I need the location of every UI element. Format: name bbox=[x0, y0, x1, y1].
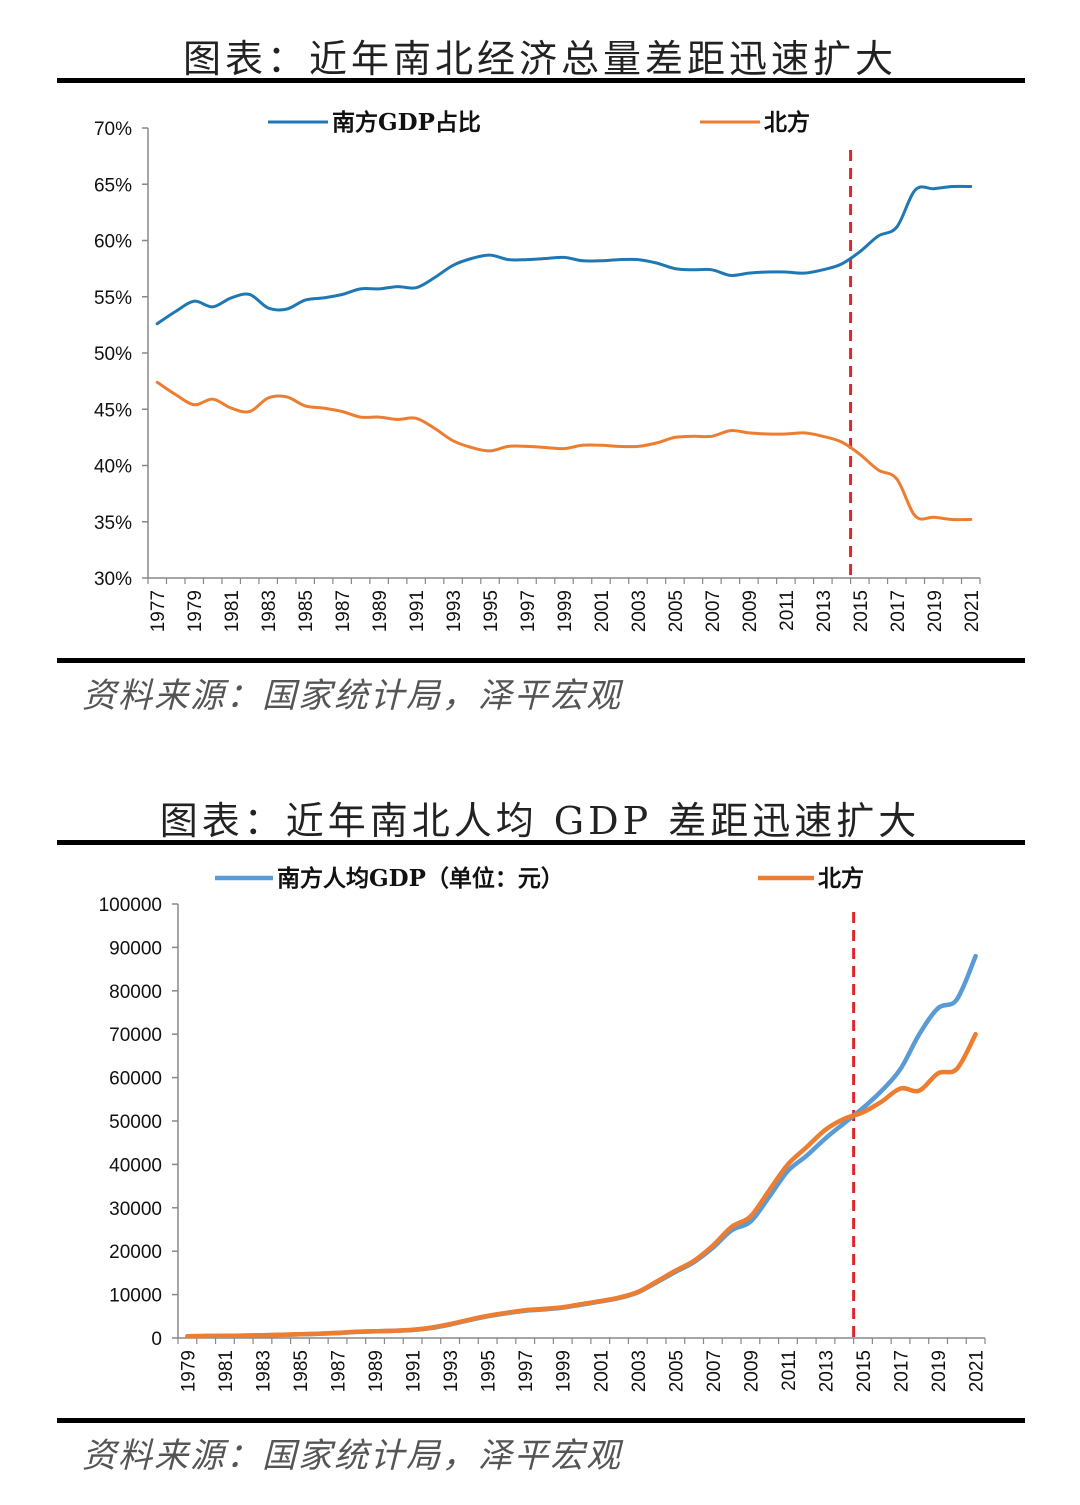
x-tick-label: 1981 bbox=[222, 590, 243, 632]
x-tick-label: 1991 bbox=[407, 590, 428, 632]
x-tick-label: 2003 bbox=[629, 590, 650, 632]
x-tick-label: 2011 bbox=[779, 1350, 800, 1391]
x-tick-label: 1987 bbox=[329, 1350, 350, 1392]
y-tick-label: 70% bbox=[94, 119, 132, 140]
y-tick-label: 40% bbox=[94, 457, 132, 478]
y-tick-label: 50% bbox=[94, 344, 132, 365]
x-tick-label: 1995 bbox=[479, 1350, 500, 1392]
y-tick-label: 70000 bbox=[109, 1025, 162, 1046]
x-tick-label: 2001 bbox=[592, 590, 613, 632]
y-tick-label: 60000 bbox=[109, 1069, 162, 1090]
chart1-title: 图表：近年南北经济总量差距迅速扩大 bbox=[182, 37, 897, 81]
y-tick-label: 100000 bbox=[99, 895, 162, 916]
legend-label-south: 南方GDP占比 bbox=[332, 109, 481, 136]
chart1-plot: 30% 35% 40% 45% 50% 55% 60% 65% 70% 1977 1979 1981 1… bbox=[94, 109, 983, 632]
x-tick-label: 2013 bbox=[814, 590, 835, 632]
y-tick-label: 35% bbox=[94, 513, 132, 534]
x-tick-label: 2019 bbox=[925, 590, 946, 632]
x-tick-label: 1995 bbox=[481, 590, 502, 632]
x-tick-label: 1997 bbox=[516, 1350, 537, 1392]
x-tick-label: 2001 bbox=[591, 1350, 612, 1392]
chart2-plot: 0 10000 20000 30000 40000 50000 60000 70000 8000… bbox=[99, 865, 988, 1392]
y-tick-label: 30000 bbox=[109, 1199, 162, 1220]
chart2-title: 图表：近年南北人均 GDP 差距迅速扩大 bbox=[159, 799, 921, 843]
x-tick-label: 1989 bbox=[370, 590, 391, 632]
x-tick-label: 1981 bbox=[216, 1350, 237, 1392]
chart1-source: 资料来源：国家统计局，泽平宏观 bbox=[82, 676, 622, 716]
x-tick-label: 1997 bbox=[518, 590, 539, 632]
y-tick-label: 0 bbox=[151, 1329, 162, 1350]
x-tick-label: 2009 bbox=[740, 590, 761, 632]
y-tick-label: 40000 bbox=[109, 1155, 162, 1176]
x-tick-label: 2007 bbox=[704, 1350, 725, 1392]
legend-label-north: 北方 bbox=[818, 865, 864, 892]
y-tick-label: 10000 bbox=[109, 1286, 162, 1307]
x-tick-label: 1977 bbox=[148, 590, 169, 632]
y-tick-label: 65% bbox=[94, 175, 132, 196]
x-tick-label: 1985 bbox=[296, 590, 317, 632]
x-tick-label: 2011 bbox=[777, 590, 798, 631]
x-tick-label: 2015 bbox=[854, 1350, 875, 1392]
chart2-source: 资料来源：国家统计局，泽平宏观 bbox=[82, 1436, 622, 1476]
x-tick-label: 1979 bbox=[178, 1350, 199, 1392]
x-tick-label: 2013 bbox=[816, 1350, 837, 1392]
series-line-south bbox=[185, 953, 978, 1339]
y-tick-label: 50000 bbox=[109, 1112, 162, 1133]
x-tick-label: 1999 bbox=[555, 590, 576, 632]
y-tick-label: 60% bbox=[94, 232, 132, 253]
x-tick-label: 1989 bbox=[366, 1350, 387, 1392]
x-tick-label: 2005 bbox=[666, 590, 687, 632]
x-tick-label: 1979 bbox=[185, 590, 206, 632]
x-tick-label: 1999 bbox=[554, 1350, 575, 1392]
chart1-bottom-rule bbox=[57, 658, 1025, 663]
x-tick-label: 2015 bbox=[851, 590, 872, 632]
x-tick-label: 1991 bbox=[404, 1350, 425, 1392]
y-tick-label: 45% bbox=[94, 400, 132, 421]
chart2-bottom-rule bbox=[57, 1418, 1025, 1423]
x-tick-label: 2007 bbox=[703, 590, 724, 632]
x-tick-label: 2021 bbox=[962, 590, 983, 632]
y-tick-label: 30% bbox=[94, 569, 132, 590]
x-tick-label: 2021 bbox=[967, 1350, 988, 1392]
y-tick-label: 80000 bbox=[109, 982, 162, 1003]
series-line-north bbox=[155, 380, 973, 522]
x-tick-label: 1985 bbox=[291, 1350, 312, 1392]
chart1-top-rule bbox=[57, 78, 1025, 83]
x-tick-label: 1993 bbox=[441, 1350, 462, 1392]
series-line-north bbox=[185, 1031, 978, 1339]
legend-label-north: 北方 bbox=[764, 109, 810, 136]
chart2-top-rule bbox=[57, 840, 1025, 845]
y-tick-label: 90000 bbox=[109, 938, 162, 959]
legend-label-south: 南方人均GDP（单位：元） bbox=[277, 865, 564, 892]
x-tick-label: 1983 bbox=[259, 590, 280, 632]
x-tick-label: 2005 bbox=[666, 1350, 687, 1392]
x-tick-label: 1987 bbox=[333, 590, 354, 632]
x-tick-label: 2017 bbox=[892, 1350, 913, 1392]
x-tick-label: 2017 bbox=[888, 590, 909, 632]
x-tick-label: 1983 bbox=[253, 1350, 274, 1392]
x-tick-label: 2003 bbox=[629, 1350, 650, 1392]
series-line-south bbox=[155, 184, 973, 326]
x-tick-label: 2009 bbox=[741, 1350, 762, 1392]
y-tick-label: 55% bbox=[94, 288, 132, 309]
y-tick-label: 20000 bbox=[109, 1242, 162, 1263]
x-tick-label: 2019 bbox=[929, 1350, 950, 1392]
x-tick-label: 1993 bbox=[444, 590, 465, 632]
